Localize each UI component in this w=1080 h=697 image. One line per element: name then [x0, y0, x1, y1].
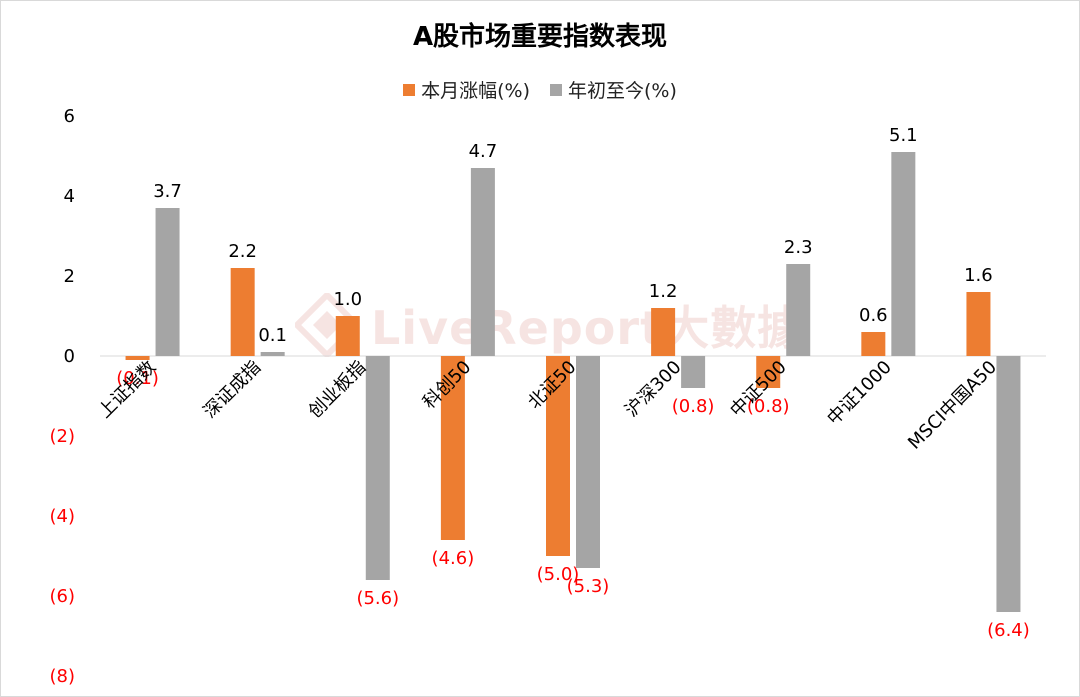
category-label: MSCI中国A50 [904, 357, 1001, 454]
legend-label-monthly: 本月涨幅(%) [421, 80, 530, 102]
data-label-monthly: (4.6) [432, 548, 475, 569]
bar-monthly [651, 308, 676, 356]
bar-monthly [756, 356, 781, 388]
data-label-ytd: (0.8) [672, 396, 715, 417]
y-tick-label: 0 [64, 346, 75, 367]
bar-monthly [335, 316, 360, 356]
data-label-ytd: (5.6) [356, 588, 399, 609]
category-label: 上证指数 [94, 357, 160, 423]
bar-ytd [576, 356, 600, 568]
y-tick-label: 6 [64, 106, 75, 127]
data-label-monthly: 1.0 [333, 289, 362, 310]
chart-title: A股市场重要指数表现 [412, 22, 668, 52]
legend-swatch-orange [403, 83, 416, 96]
bar-monthly [440, 356, 465, 540]
bar-ytd [996, 356, 1021, 612]
data-label-monthly: (5.0) [537, 564, 580, 585]
legend: 本月涨幅(%) 年初至今(%) [0, 76, 1080, 103]
y-tick-label: 2 [64, 266, 75, 287]
bar-ytd [891, 152, 916, 356]
y-tick-label: 4 [64, 186, 75, 207]
bar-ytd [470, 168, 495, 356]
data-label-ytd: (5.3) [567, 576, 610, 597]
data-label-ytd: 0.1 [258, 325, 287, 346]
bar-monthly [966, 292, 991, 356]
category-label: 创业板指 [305, 357, 371, 423]
bar-monthly [125, 356, 150, 360]
y-tick-label: (8) [50, 666, 76, 687]
y-tick-label: (4) [50, 506, 76, 527]
data-label-monthly: 0.6 [859, 305, 888, 326]
bar-ytd [365, 356, 390, 580]
watermark: LiveReport大數據 [295, 292, 804, 358]
watermark-text: LiveReport大數據 [371, 301, 805, 355]
data-label-monthly: (0.8) [747, 396, 790, 417]
bar-ytd [260, 352, 285, 356]
legend-label-ytd: 年初至今(%) [568, 80, 677, 102]
data-label-ytd: 3.7 [153, 181, 182, 202]
data-label-ytd: 5.1 [889, 125, 918, 146]
bar-monthly [861, 332, 886, 356]
bar-ytd [681, 356, 706, 388]
data-label-monthly: (0.1) [116, 368, 159, 389]
y-tick-label: (2) [50, 426, 76, 447]
y-tick-label: (6) [50, 586, 76, 607]
data-label-monthly: 1.6 [964, 265, 993, 286]
watermark-logo-icon [295, 293, 359, 357]
bar-ytd [786, 264, 811, 356]
legend-item-monthly: 本月涨幅(%) [403, 76, 530, 103]
data-label-monthly: 2.2 [228, 241, 257, 262]
data-label-ytd: 2.3 [784, 237, 813, 258]
category-label: 中证1000 [823, 357, 896, 430]
category-label: 深证成指 [199, 357, 265, 423]
data-label-ytd: (6.4) [987, 620, 1030, 641]
data-label-monthly: 1.2 [649, 281, 678, 302]
data-label-ytd: 4.7 [469, 141, 498, 162]
legend-item-ytd: 年初至今(%) [550, 76, 677, 103]
bar-monthly [230, 268, 255, 356]
legend-swatch-gray [550, 83, 562, 96]
bar-ytd [155, 208, 180, 356]
bar-monthly [546, 356, 570, 556]
